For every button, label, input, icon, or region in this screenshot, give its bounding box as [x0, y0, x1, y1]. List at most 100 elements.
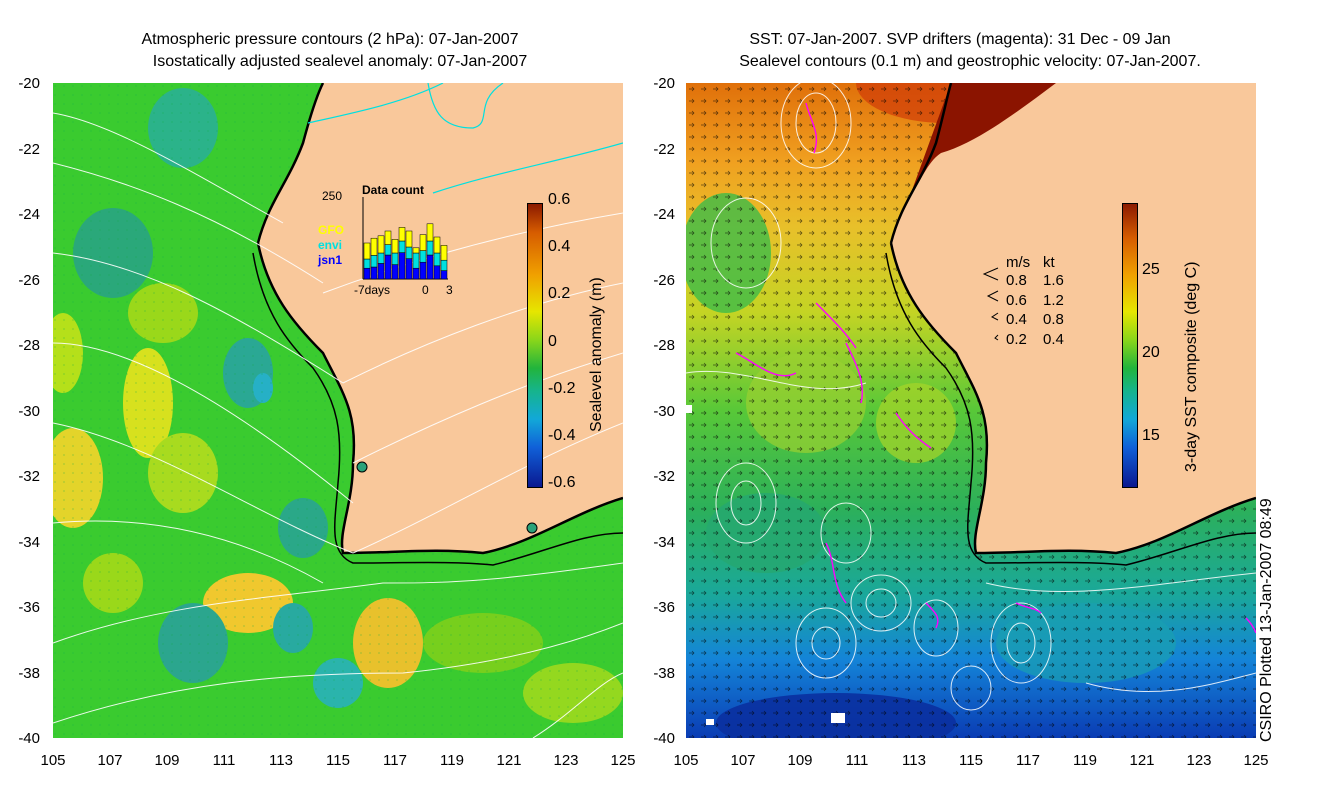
inset-x-start: -7days — [354, 283, 390, 297]
velocity-legend: m/s kt 0.8 1.6 0.6 1.2 0.4 0.8 0.2 0.4 — [980, 258, 1090, 353]
x-tick-label: 117 — [1008, 752, 1048, 769]
y-tick-label: -20 — [0, 75, 40, 92]
inset-bar-segment — [413, 253, 419, 268]
y-tick-label: -26 — [635, 272, 675, 289]
inset-bar-segment — [406, 259, 412, 279]
inset-x-end: 3 — [446, 283, 453, 297]
velocity-header-kt: kt — [1043, 254, 1055, 271]
inset-bar-segment — [385, 255, 391, 279]
inset-bar-segment — [371, 267, 377, 279]
y-tick-label: -22 — [0, 141, 40, 158]
x-tick-label: 125 — [1236, 752, 1276, 769]
inset-bar-segment — [406, 247, 412, 259]
inset-bar-segment — [378, 253, 384, 263]
velocity-header-ms: m/s — [1006, 254, 1030, 271]
inset-bar-segment — [399, 241, 405, 253]
tide-gauge-marker[interactable] — [527, 523, 537, 533]
y-tick-label: -22 — [635, 141, 675, 158]
x-tick-label: 121 — [1122, 752, 1162, 769]
y-tick-label: -28 — [0, 337, 40, 354]
colorbar-tick-label: 25 — [1142, 261, 1160, 279]
data-count-inset: Data count 250 GFO envi jsn1 -7days 0 3 — [318, 175, 458, 295]
colorbar-tick-label: 0.4 — [548, 238, 570, 256]
x-tick-label: 113 — [894, 752, 934, 769]
y-tick-label: -32 — [0, 468, 40, 485]
x-tick-label: 119 — [1065, 752, 1105, 769]
colorbar-tick-label: -0.6 — [548, 474, 576, 492]
y-tick-label: -24 — [635, 206, 675, 223]
colorbar-tick-label: 0 — [548, 333, 557, 351]
right-colorbar — [1122, 203, 1138, 488]
y-tick-label: -28 — [635, 337, 675, 354]
x-tick-label: 119 — [432, 752, 472, 769]
y-tick-label: -38 — [0, 665, 40, 682]
inset-bar-segment — [406, 231, 412, 247]
y-tick-label: -32 — [635, 468, 675, 485]
colorbar-tick-label: 15 — [1142, 427, 1160, 445]
inset-bar-segment — [413, 248, 419, 253]
x-tick-label: 105 — [33, 752, 73, 769]
left-colorbar — [527, 203, 543, 488]
inset-bar-segment — [371, 238, 377, 255]
inset-bar-segment — [427, 255, 433, 279]
velocity-row-kt: 0.4 — [1043, 331, 1064, 348]
inset-bar-segment — [399, 227, 405, 241]
inset-bar-segment — [392, 239, 398, 253]
x-tick-label: 125 — [603, 752, 643, 769]
credit-text: CSIRO Plotted 13-Jan-2007 08:49 — [1258, 498, 1276, 742]
x-tick-label: 111 — [837, 752, 877, 769]
y-tick-label: -24 — [0, 206, 40, 223]
inset-bar-segment — [441, 260, 447, 270]
inset-bar-segment — [420, 235, 426, 251]
velocity-row-kt: 1.6 — [1043, 272, 1064, 289]
tide-gauge-marker[interactable] — [357, 462, 367, 472]
inset-bar-segment — [392, 253, 398, 265]
right-map-panel[interactable] — [686, 83, 1256, 738]
inset-bar-segment — [420, 262, 426, 279]
y-tick-label: -26 — [0, 272, 40, 289]
left-title-line2: Isostatically adjusted sealevel anomaly:… — [60, 52, 620, 72]
x-tick-label: 109 — [147, 752, 187, 769]
right-colorbar-label: 3-day SST composite (deg C) — [1183, 262, 1201, 472]
inset-bar-segment — [420, 251, 426, 263]
inset-bar-segment — [441, 245, 447, 260]
inset-bar-segment — [385, 245, 391, 255]
inset-bar-segment — [392, 265, 398, 279]
inset-bar-segment — [371, 255, 377, 267]
x-tick-label: 105 — [666, 752, 706, 769]
colorbar-tick-label: -0.2 — [548, 380, 576, 398]
velocity-row-ms: 0.2 — [1006, 331, 1027, 348]
y-tick-label: -38 — [635, 665, 675, 682]
inset-bar-segment — [434, 253, 440, 266]
x-tick-label: 107 — [723, 752, 763, 769]
inset-bar-segment — [364, 243, 370, 259]
velocity-row-ms: 0.8 — [1006, 272, 1027, 289]
y-tick-label: -20 — [635, 75, 675, 92]
velocity-row-kt: 0.8 — [1043, 311, 1064, 328]
inset-bar-segment — [427, 241, 433, 255]
inset-bar-segment — [378, 236, 384, 253]
velocity-row-ms: 0.6 — [1006, 292, 1027, 309]
inset-bar-segment — [399, 253, 405, 279]
left-colorbar-label: Sealevel anomaly (m) — [588, 277, 606, 432]
inset-bar-segment — [441, 271, 447, 279]
velocity-arrow-icons — [980, 258, 1005, 353]
right-title-line1: SST: 07-Jan-2007. SVP drifters (magenta)… — [690, 30, 1230, 50]
colorbar-tick-label: 0.6 — [548, 191, 570, 209]
velocity-row-ms: 0.4 — [1006, 311, 1027, 328]
x-tick-label: 121 — [489, 752, 529, 769]
inset-bars — [318, 175, 458, 295]
inset-bar-segment — [427, 224, 433, 241]
y-tick-label: -36 — [0, 599, 40, 616]
x-tick-label: 115 — [951, 752, 991, 769]
right-title-line2: Sealevel contours (0.1 m) and geostrophi… — [680, 52, 1260, 72]
x-tick-label: 117 — [375, 752, 415, 769]
x-tick-label: 109 — [780, 752, 820, 769]
y-tick-label: -30 — [0, 403, 40, 420]
inset-bar-segment — [364, 268, 370, 279]
y-tick-label: -40 — [0, 730, 40, 747]
inset-bar-segment — [385, 231, 391, 245]
y-tick-label: -36 — [635, 599, 675, 616]
y-tick-label: -30 — [635, 403, 675, 420]
x-tick-label: 111 — [204, 752, 244, 769]
